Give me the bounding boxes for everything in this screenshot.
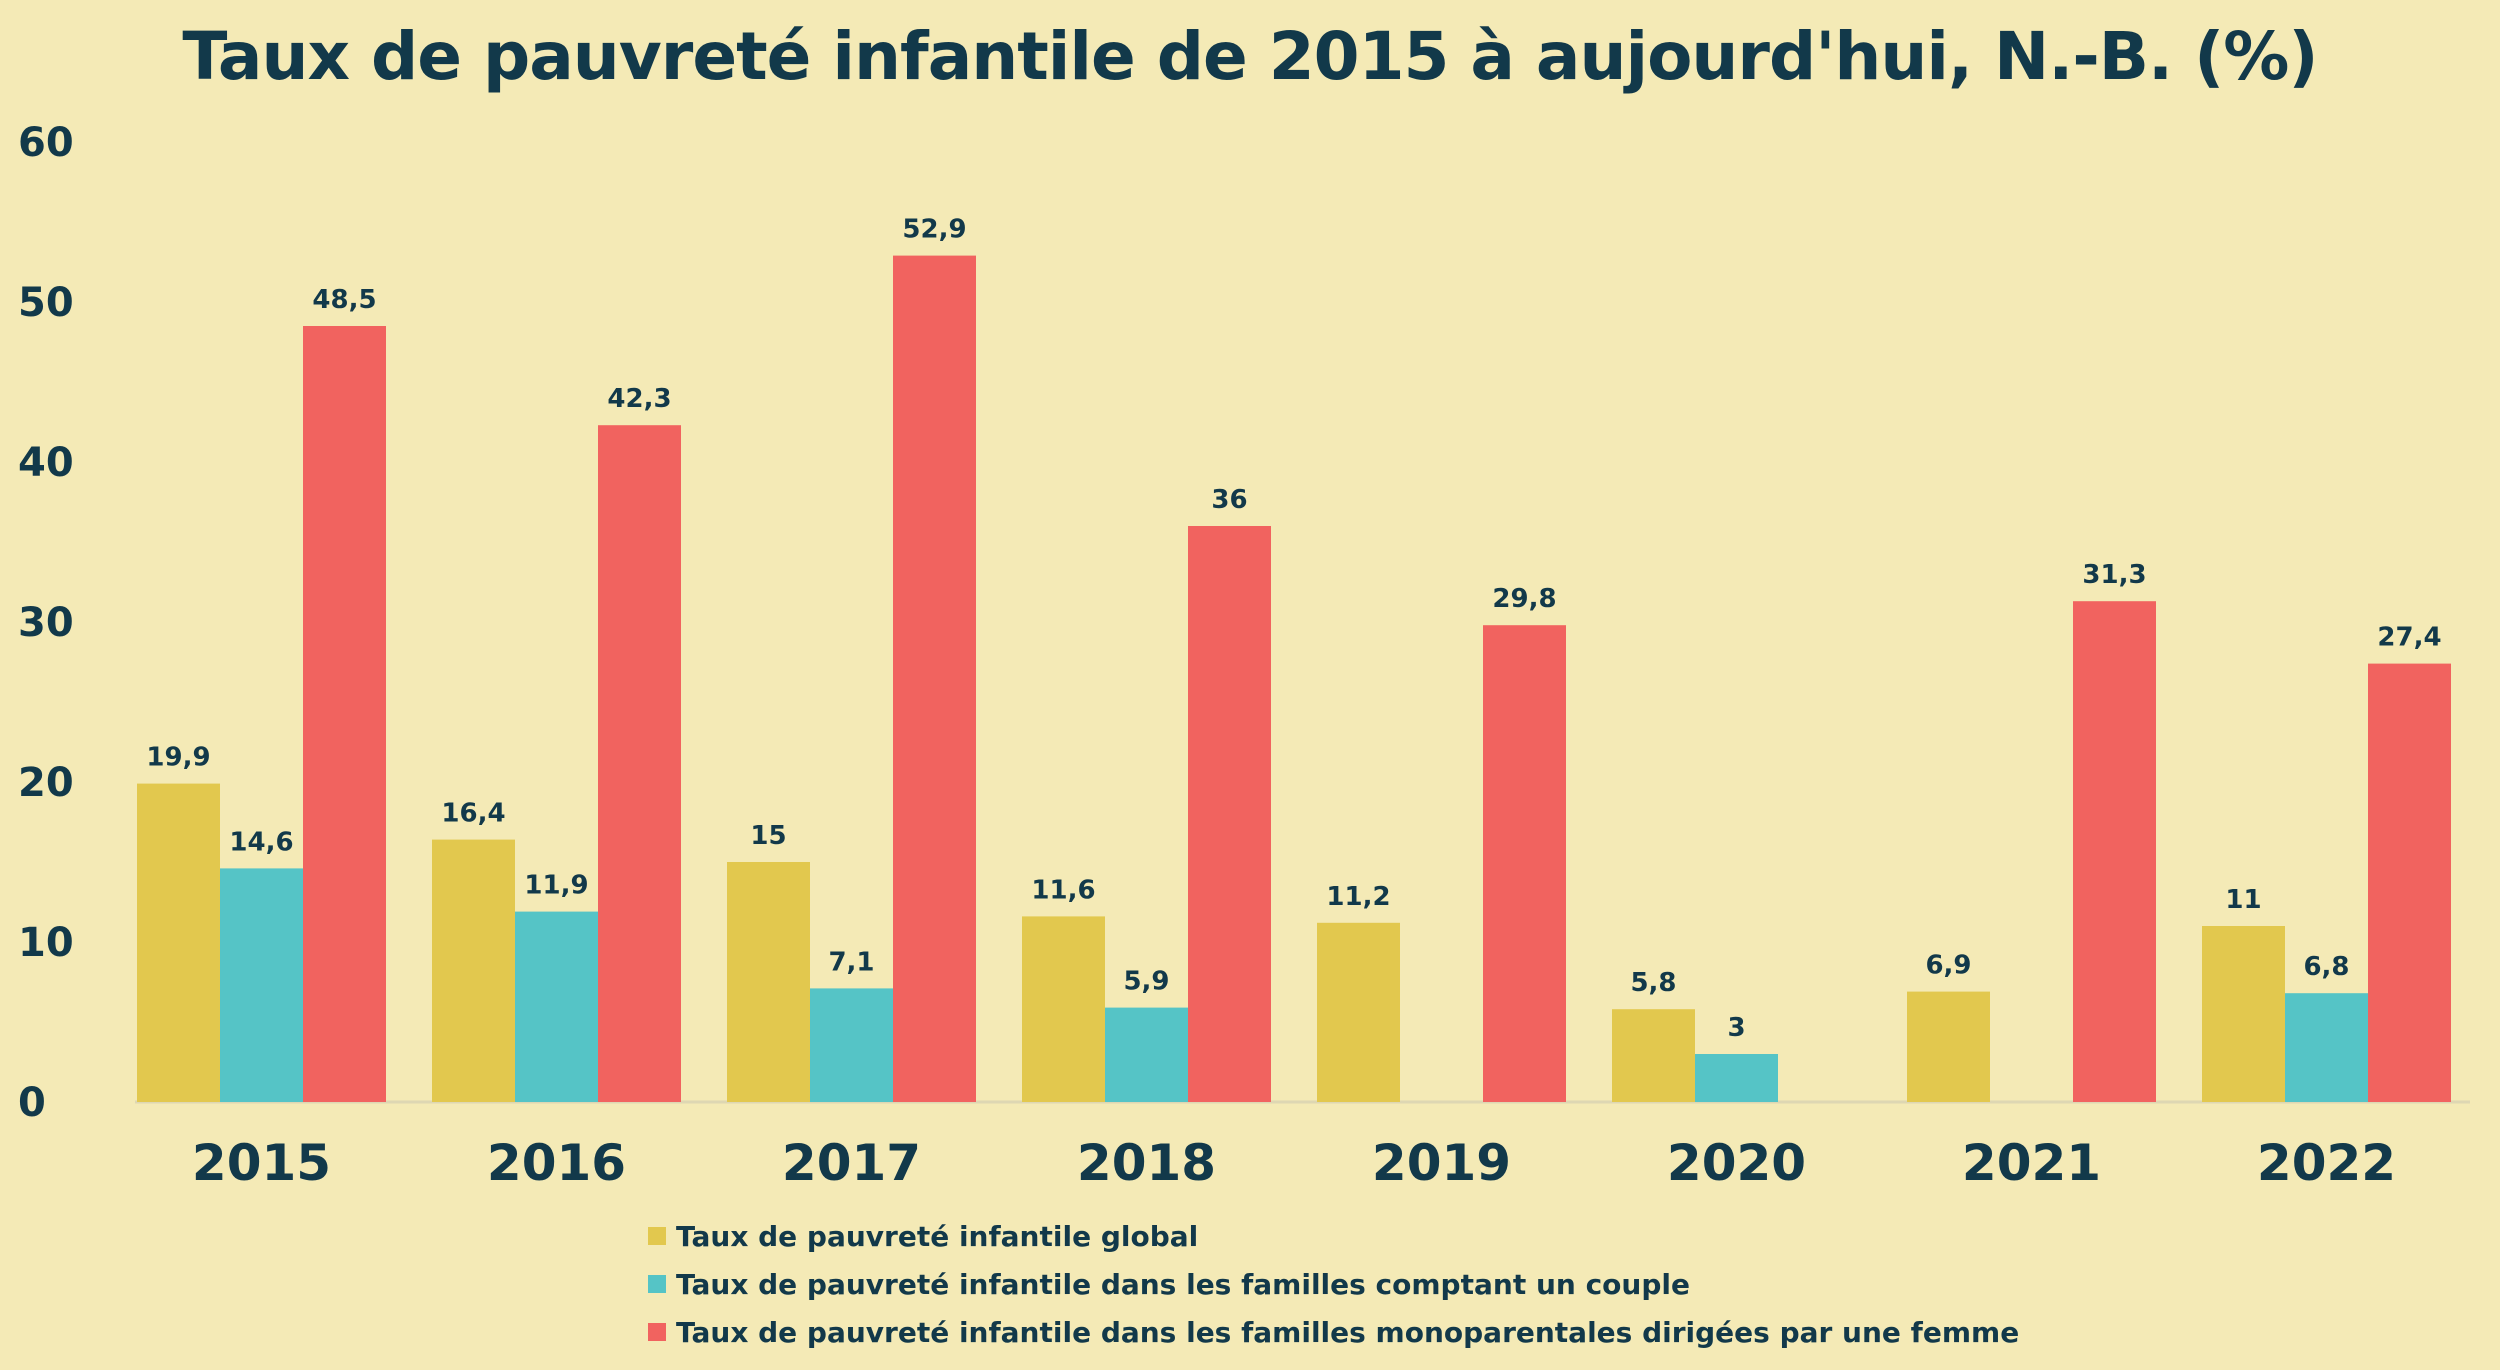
bar-2017-series-2	[893, 255, 976, 1103]
y-tick-label: 10	[18, 920, 74, 966]
y-tick-label: 50	[18, 280, 74, 326]
data-label-2022-series-0: 11	[2225, 885, 2261, 915]
bar-2022-series-2	[2368, 663, 2451, 1102]
y-tick-label: 60	[18, 120, 74, 166]
x-tick-label-2021: 2021	[1962, 1134, 2101, 1192]
bar-2017-series-0	[727, 862, 810, 1102]
legend-swatch-monoparental	[648, 1323, 666, 1341]
y-tick-label: 0	[18, 1080, 46, 1126]
x-tick-label-2022: 2022	[2257, 1134, 2396, 1192]
y-tick-label: 40	[18, 440, 74, 486]
chart-title: Taux de pauvreté infantile de 2015 à auj…	[182, 18, 2318, 95]
bar-2022-series-1	[2285, 993, 2368, 1102]
legend-label-monoparental: Taux de pauvreté infantile dans les fami…	[676, 1315, 2020, 1349]
data-label-2015-series-0: 19,9	[146, 743, 210, 773]
x-tick-label-2017: 2017	[782, 1134, 921, 1192]
y-tick-label: 20	[18, 760, 74, 806]
bar-2015-series-0	[137, 783, 220, 1102]
legend-swatch-couple	[648, 1275, 666, 1293]
bar-2019-series-2	[1483, 625, 1566, 1102]
bar-2018-series-2	[1188, 526, 1271, 1102]
bar-2021-series-2	[2073, 601, 2156, 1102]
data-label-2015-series-1: 14,6	[229, 827, 293, 857]
data-label-2016-series-1: 11,9	[524, 871, 588, 901]
y-tick-label: 30	[18, 600, 74, 646]
data-label-2018-series-1: 5,9	[1123, 967, 1169, 997]
bar-series	[137, 255, 2451, 1103]
x-tick-label-2015: 2015	[192, 1134, 331, 1192]
bar-2015-series-1	[220, 868, 303, 1102]
bar-2016-series-2	[598, 425, 681, 1102]
data-label-2017-series-1: 7,1	[828, 947, 874, 977]
bar-2020-series-0	[1612, 1009, 1695, 1102]
bar-2016-series-0	[432, 839, 515, 1102]
bar-2021-series-0	[1907, 991, 1990, 1102]
x-tick-label-2019: 2019	[1372, 1134, 1511, 1192]
bar-2016-series-1	[515, 911, 598, 1102]
data-label-2021-series-2: 31,3	[2082, 560, 2146, 590]
data-label-2020-series-0: 5,8	[1630, 968, 1676, 998]
bar-2019-series-0	[1317, 922, 1400, 1102]
data-label-2015-series-2: 48,5	[312, 285, 376, 315]
data-label-2017-series-2: 52,9	[902, 215, 966, 245]
data-label-2021-series-0: 6,9	[1925, 951, 1971, 981]
data-label-2018-series-2: 36	[1211, 485, 1247, 515]
legend-item-couple: Taux de pauvreté infantile dans les fami…	[648, 1260, 2019, 1308]
legend: Taux de pauvreté infantile global Taux d…	[648, 1212, 2019, 1356]
data-labels: 19,9 14,6 48,5 16,4 11,9 42,3 15 7,1 52,9 11,6 5,9…	[146, 215, 2441, 1043]
y-axis: 0 10 20 30 40 50 60	[18, 120, 74, 1126]
bar-2015-series-2	[303, 326, 386, 1102]
data-label-2022-series-1: 6,8	[2303, 952, 2349, 982]
bar-2020-series-1	[1695, 1054, 1778, 1102]
legend-swatch-global	[648, 1227, 666, 1245]
data-label-2020-series-1: 3	[1727, 1013, 1745, 1043]
data-label-2017-series-0: 15	[750, 821, 786, 851]
data-label-2022-series-2: 27,4	[2377, 623, 2441, 653]
data-label-2019-series-0: 11,2	[1326, 882, 1390, 912]
x-axis: 2015 2016 2017 2018 2019 2020 2021 2022	[192, 1134, 2396, 1192]
data-label-2019-series-2: 29,8	[1492, 584, 1556, 614]
x-tick-label-2020: 2020	[1667, 1134, 1806, 1192]
legend-label-couple: Taux de pauvreté infantile dans les fami…	[676, 1267, 1690, 1301]
bar-2018-series-0	[1022, 916, 1105, 1102]
data-label-2016-series-0: 16,4	[441, 799, 505, 829]
bar-2022-series-0	[2202, 926, 2285, 1102]
bar-2017-series-1	[810, 988, 893, 1102]
legend-label-global: Taux de pauvreté infantile global	[676, 1219, 1199, 1253]
data-label-2018-series-0: 11,6	[1031, 875, 1095, 905]
legend-item-global: Taux de pauvreté infantile global	[648, 1212, 2019, 1260]
data-label-2016-series-2: 42,3	[607, 384, 671, 414]
legend-item-monoparental: Taux de pauvreté infantile dans les fami…	[648, 1308, 2019, 1356]
x-tick-label-2018: 2018	[1077, 1134, 1216, 1192]
bar-2018-series-1	[1105, 1007, 1188, 1102]
x-tick-label-2016: 2016	[487, 1134, 626, 1192]
